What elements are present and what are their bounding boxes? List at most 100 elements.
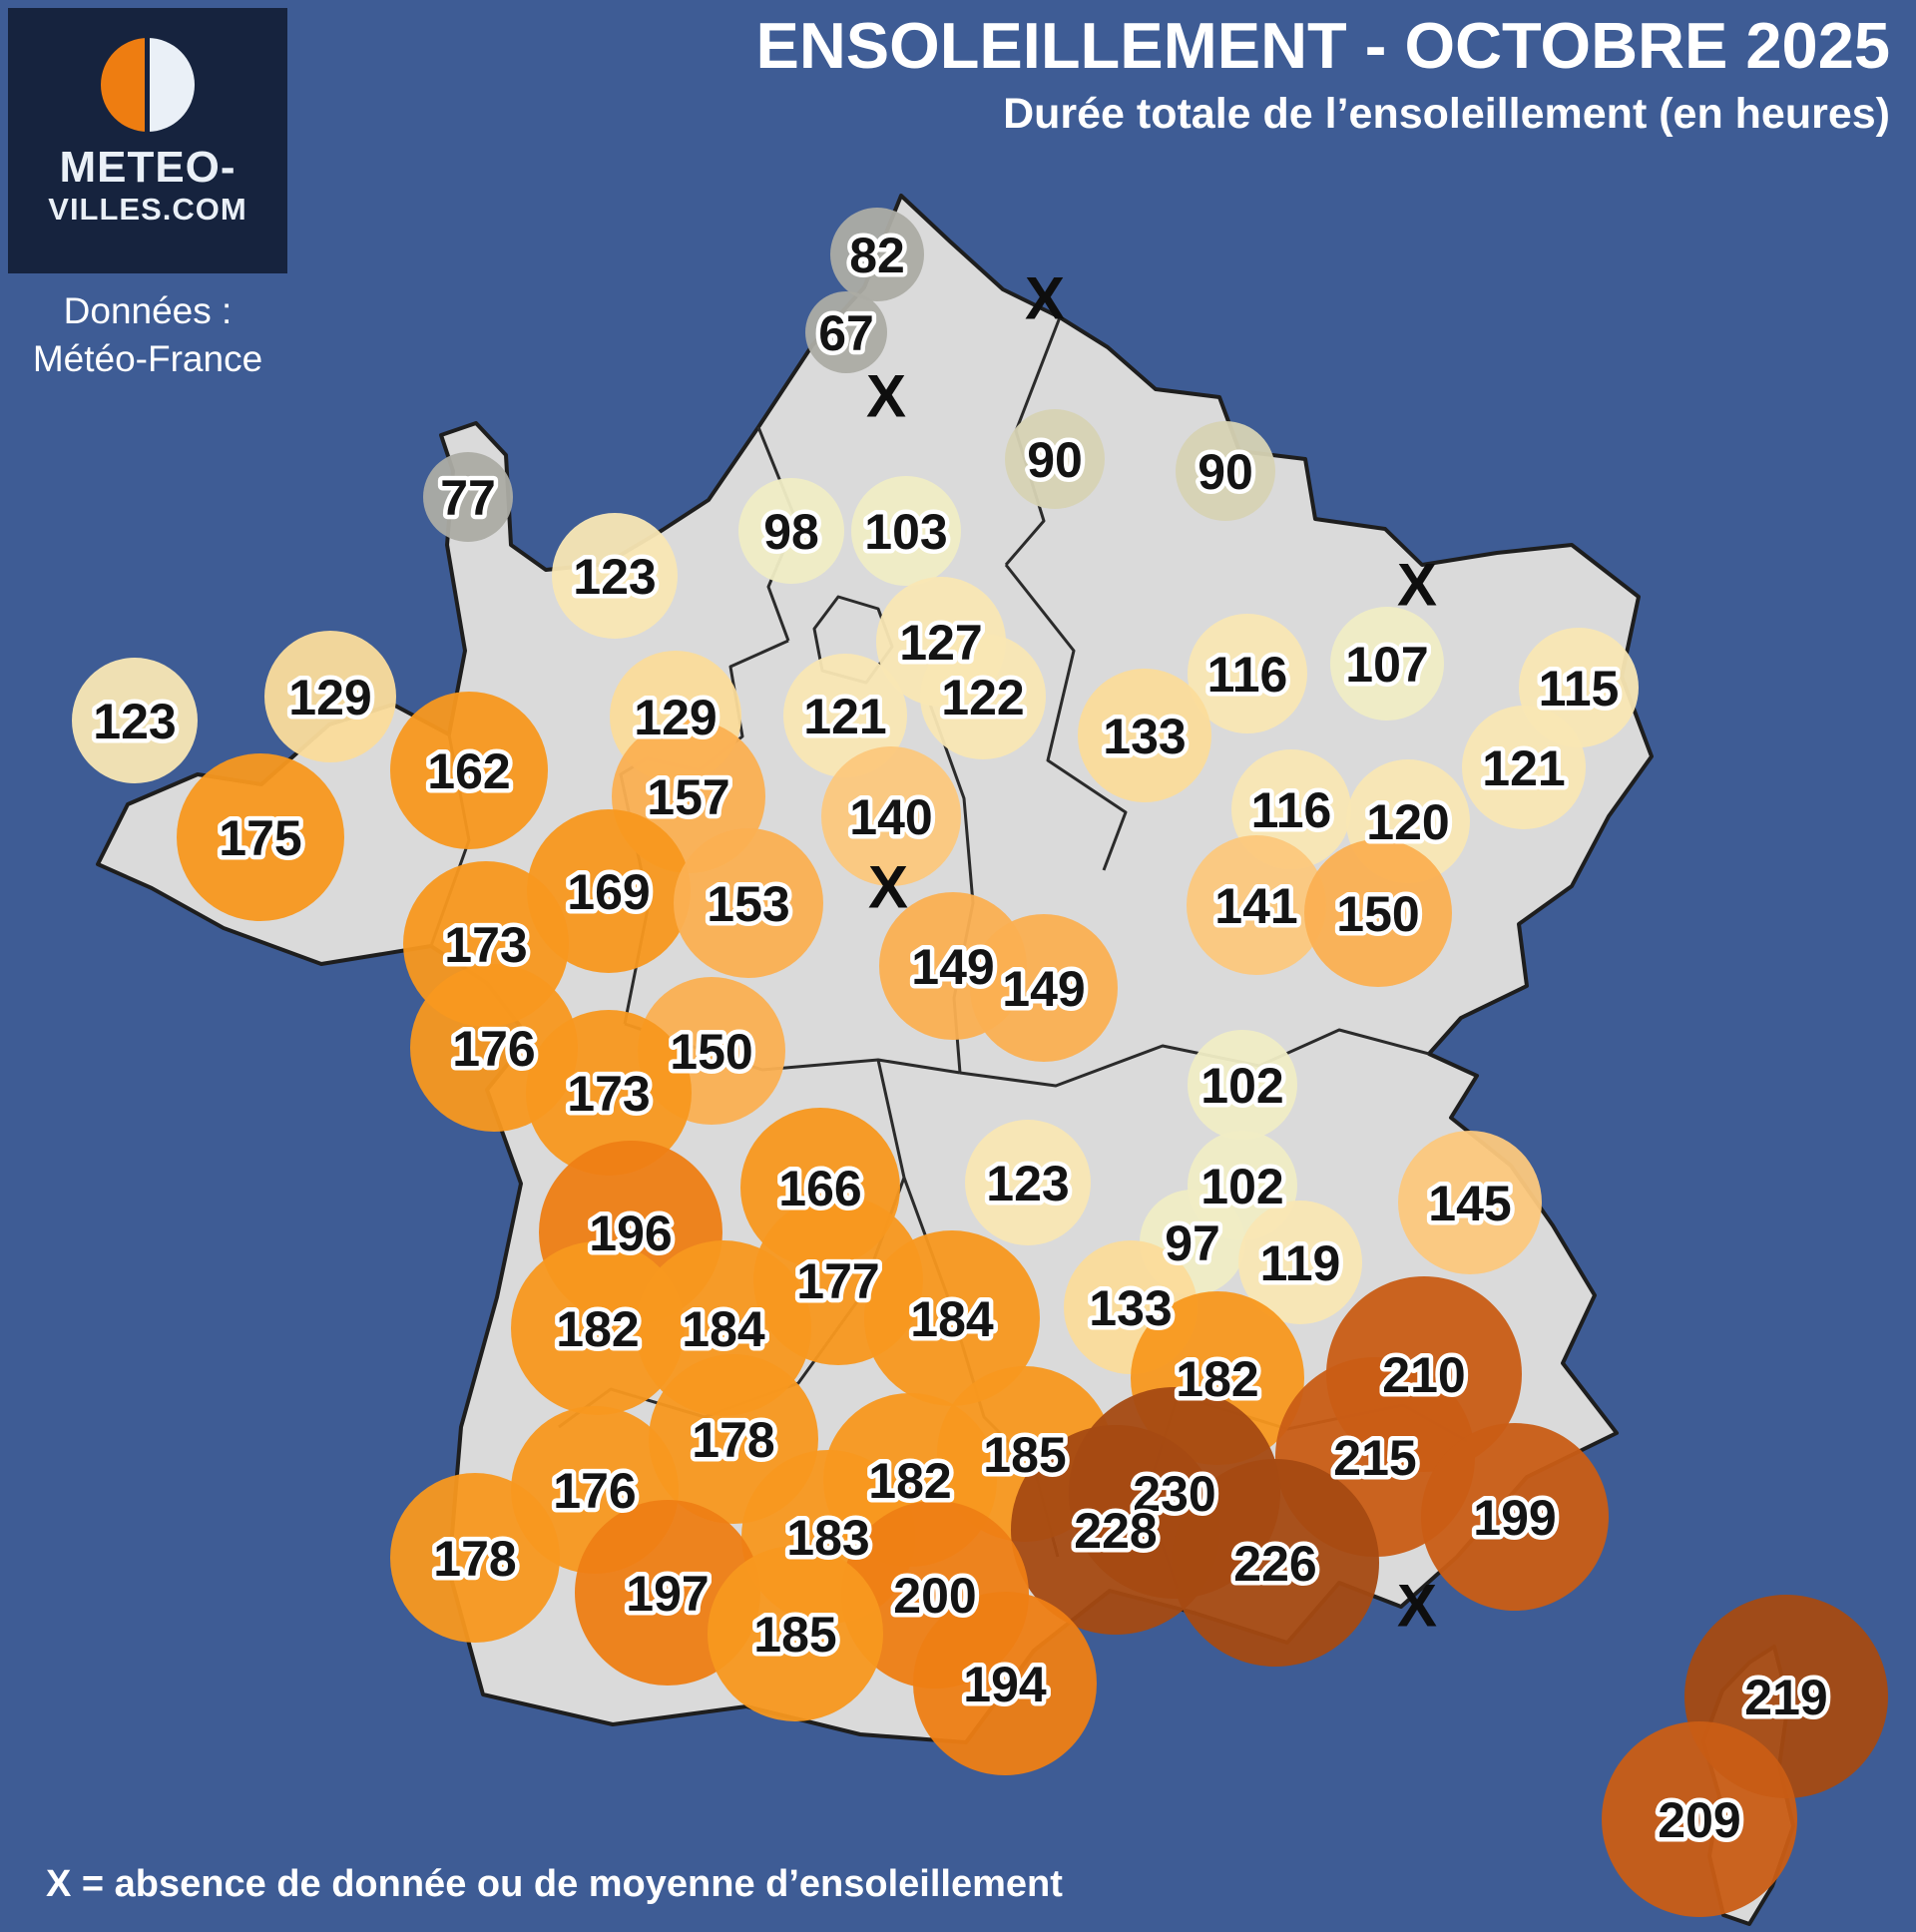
sunshine-value-label: 173	[444, 917, 527, 973]
data-source-note: Données : Météo-France	[0, 287, 295, 383]
logo-brand-line1: METEO-	[59, 143, 237, 192]
sunshine-bubble	[738, 478, 844, 584]
sunshine-value-label: 162	[427, 743, 510, 799]
sunshine-bubble	[821, 746, 961, 886]
sunshine-value-label: 97	[1165, 1215, 1220, 1271]
sunshine-bubble	[1188, 1030, 1297, 1140]
sunshine-bubble	[920, 634, 1046, 759]
sun-half-circle-icon	[101, 38, 195, 132]
sunshine-value-label: 77	[440, 470, 496, 526]
sunshine-value-label: 184	[682, 1301, 765, 1357]
sunshine-value-label: 178	[433, 1531, 516, 1587]
sunshine-bubble	[913, 1592, 1097, 1775]
sunshine-bubble	[1176, 421, 1275, 521]
sunshine-value-label: 173	[567, 1066, 650, 1122]
sunshine-bubble	[1330, 607, 1444, 721]
sunshine-value-label: 226	[1233, 1536, 1316, 1592]
sunshine-value-label: 120	[1366, 794, 1449, 850]
no-data-x-marker: X	[1025, 265, 1065, 332]
sunshine-value-label: 123	[93, 694, 176, 749]
no-data-x-marker: X	[1397, 552, 1437, 619]
sunshine-value-label: 196	[589, 1206, 672, 1261]
sunshine-bubble	[864, 1230, 1040, 1406]
sunshine-bubble	[783, 654, 907, 777]
sunshine-value-label: 184	[910, 1291, 994, 1347]
sunshine-value-label: 219	[1744, 1670, 1827, 1725]
sunshine-bubble	[552, 513, 678, 639]
sunshine-value-label: 140	[849, 789, 932, 845]
sunshine-bubble	[805, 291, 887, 373]
sunshine-value-label: 228	[1074, 1503, 1157, 1559]
sunshine-bubble	[1238, 1201, 1362, 1324]
sunshine-value-label: 129	[288, 670, 371, 725]
title-block: ENSOLEILLEMENT - OCTOBRE 2025 Durée tota…	[756, 11, 1890, 139]
sunshine-bubble	[390, 1473, 560, 1643]
sunshine-value-label: 150	[1336, 886, 1419, 942]
sunshine-value-label: 123	[573, 549, 656, 605]
sunshine-bubble	[1078, 669, 1211, 802]
sunshine-value-label: 133	[1089, 1280, 1172, 1336]
sunshine-value-label: 102	[1200, 1058, 1283, 1114]
logo-brand-line2: VILLES.COM	[48, 192, 247, 227]
sunshine-value-label: 90	[1198, 444, 1253, 500]
sunshine-bubble	[1005, 409, 1105, 509]
sunshine-bubble	[423, 452, 513, 542]
sunshine-value-label: 209	[1658, 1792, 1740, 1848]
sunshine-value-label: 230	[1133, 1466, 1215, 1522]
sunshine-value-label: 82	[849, 228, 905, 283]
sunshine-bubble	[72, 658, 198, 783]
x-legend-note: X = absence de donnée ou de moyenne d’en…	[46, 1863, 1063, 1905]
page-subtitle: Durée totale de l’ensoleillement (en heu…	[1003, 90, 1890, 139]
sunshine-bubble	[526, 1010, 692, 1176]
sunshine-bubble	[1398, 1131, 1542, 1274]
data-source-line1: Données :	[63, 290, 233, 331]
sunshine-bubble	[264, 631, 396, 762]
sunshine-bubble	[1421, 1423, 1609, 1611]
no-data-x-marker: X	[1397, 1573, 1437, 1640]
sunshine-value-label: 194	[963, 1657, 1047, 1712]
sunshine-value-label: 197	[626, 1566, 709, 1622]
sunshine-value-label: 182	[556, 1301, 639, 1357]
sunshine-bubble	[1462, 706, 1586, 829]
sunshine-value-label: 153	[707, 876, 789, 932]
sunshine-value-label: 116	[1207, 647, 1288, 703]
sunshine-bubble	[830, 208, 924, 301]
sunshine-value-label: 129	[634, 690, 717, 745]
sunshine-bubble	[1188, 614, 1307, 733]
sunshine-value-label: 157	[647, 769, 729, 825]
sunshine-value-label: 169	[567, 864, 650, 920]
sunshine-value-label: 122	[941, 670, 1024, 725]
sunshine-value-label: 119	[1260, 1235, 1341, 1291]
sunshine-bubble	[970, 914, 1118, 1062]
sunshine-value-label: 149	[1002, 961, 1085, 1017]
sunshine-value-label: 149	[911, 939, 994, 995]
sunshine-value-label: 182	[868, 1453, 951, 1509]
sunshine-value-label: 200	[893, 1568, 976, 1624]
sunshine-bubble	[1011, 1425, 1220, 1635]
sunshine-value-label: 182	[1176, 1351, 1258, 1407]
sunshine-bubble	[674, 828, 823, 978]
sunshine-value-label: 115	[1539, 661, 1620, 717]
sunshine-value-label: 121	[1482, 740, 1565, 796]
sunshine-value-label: 121	[803, 689, 886, 744]
sunshine-value-label: 178	[692, 1412, 774, 1468]
sunshine-value-label: 98	[763, 504, 819, 560]
sunshine-bubble	[851, 476, 961, 586]
meteo-villes-logo: METEO- VILLES.COM	[8, 8, 287, 273]
sunshine-value-label: 67	[818, 305, 874, 361]
sunshine-value-label: 176	[452, 1021, 535, 1077]
sunshine-value-label: 183	[786, 1510, 869, 1566]
data-source-line2: Météo-France	[32, 338, 263, 380]
sunshine-value-label: 210	[1382, 1347, 1465, 1403]
sunshine-value-label: 127	[899, 615, 982, 671]
sunshine-bubble	[177, 753, 344, 921]
sunshine-bubble	[1602, 1721, 1797, 1917]
sunshine-bubble	[708, 1546, 883, 1721]
sunshine-value-label: 102	[1200, 1159, 1283, 1214]
sunshine-value-label: 166	[778, 1161, 861, 1216]
sunshine-value-label: 177	[796, 1253, 879, 1309]
sunshine-value-label: 123	[986, 1156, 1069, 1211]
no-data-markers-layer: X X X X X	[866, 265, 1437, 1640]
